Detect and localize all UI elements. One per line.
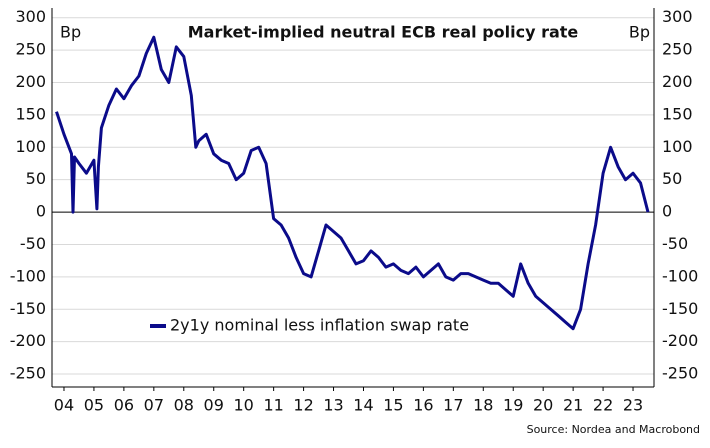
legend-label: 2y1y nominal less inflation swap rate: [170, 316, 469, 335]
x-tick-label: 04: [54, 396, 74, 415]
y-tick-label: 250: [15, 40, 46, 59]
x-tick-label: 19: [503, 396, 523, 415]
y-tick-label: 300: [15, 7, 46, 26]
y-tick-label: -200: [10, 331, 46, 350]
y2-tick-label: -100: [662, 266, 698, 285]
x-tick-label: 08: [174, 396, 194, 415]
x-tick-label: 18: [473, 396, 493, 415]
x-tick-label: 06: [114, 396, 134, 415]
y-tick-label: 100: [15, 137, 46, 156]
y-tick-label: 150: [15, 104, 46, 123]
y2-tick-label: 200: [662, 72, 693, 91]
y2-tick-label: -50: [662, 234, 688, 253]
x-tick-label: 20: [533, 396, 553, 415]
x-tick-label: 05: [84, 396, 104, 415]
x-tick-label: 10: [234, 396, 254, 415]
y2-tick-label: 300: [662, 7, 693, 26]
chart-title: Market-implied neutral ECB real policy r…: [188, 23, 579, 42]
x-tick-label: 17: [443, 396, 463, 415]
x-tick-label: 09: [204, 396, 224, 415]
y2-tick-label: -150: [662, 299, 698, 318]
x-tick-label: 12: [293, 396, 313, 415]
y-tick-label: -150: [10, 299, 46, 318]
line: [55, 35, 650, 331]
y-tick-label: -50: [20, 234, 46, 253]
y-tick-label: -100: [10, 266, 46, 285]
y2-tick-label: 250: [662, 40, 693, 59]
y2-tick-label: 0: [662, 202, 672, 221]
x-tick-label: 22: [593, 396, 613, 415]
x-tick-label: 14: [353, 396, 373, 415]
y2-tick-label: 50: [662, 169, 682, 188]
y-tick-label: 200: [15, 72, 46, 91]
y2-tick-label: 150: [662, 104, 693, 123]
x-tick-label: 11: [263, 396, 283, 415]
y-unit-right: Bp: [629, 23, 650, 42]
y-unit-left: Bp: [60, 23, 81, 42]
y-tick-label: 0: [36, 202, 46, 221]
source: Source: Nordea and Macrobond: [527, 423, 700, 436]
y2-tick-label: -250: [662, 364, 698, 383]
y2-tick-label: 100: [662, 137, 693, 156]
y-tick-label: 50: [26, 169, 46, 188]
y2-tick-label: -200: [662, 331, 698, 350]
x-tick-label: 13: [323, 396, 343, 415]
x-tick-label: 21: [563, 396, 583, 415]
x-tick-label: 16: [413, 396, 433, 415]
y-tick-label: -250: [10, 364, 46, 383]
x-tick-label: 15: [383, 396, 403, 415]
x-tick-label: 07: [144, 396, 164, 415]
x-tick-label: 23: [623, 396, 643, 415]
